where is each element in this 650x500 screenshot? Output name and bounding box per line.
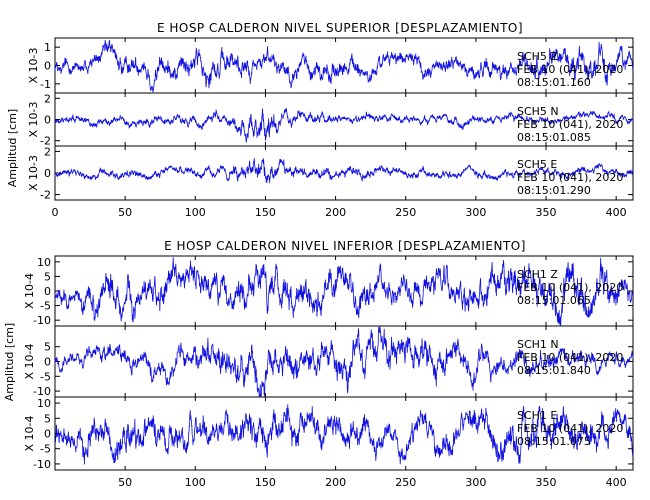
y-tick-label: 0 [44,285,51,298]
station-annotation: FEB 10 (041), 2020 [517,351,623,364]
upper-x-axis: 0 50 100 150 200 250 300 350 400 [52,206,627,219]
y-tick-label: -10 [33,385,51,398]
unit-label: X 10-3 [27,102,40,138]
x-tick-label: 350 [536,206,557,219]
y-tick-label: 1 [44,41,51,54]
unit-label: X 10-4 [23,273,36,309]
station-annotation: SCH1 E [517,409,557,422]
x-tick-label: 250 [395,476,416,489]
waveform-trace [54,326,634,397]
x-tick-label: 300 [465,476,486,489]
station-annotation: FEB 10 (041), 2020 [517,422,623,435]
station-annotation: SCH5 Z [517,50,558,63]
x-tick-label: 50 [118,206,132,219]
waveform-trace [54,157,634,184]
x-tick-label: 350 [536,476,557,489]
y-tick-label: 0 [44,114,51,127]
unit-label: X 10-3 [27,48,40,84]
lower-y-axis-label: Amplitud [cm] [3,323,16,401]
y-tick-label: 0 [44,356,51,369]
y-tick-label: 5 [44,341,51,354]
waveform-trace [54,404,634,465]
station-annotation: SCH5 N [517,105,559,118]
lower-x-axis: 50 100 150 200 250 300 350 400 [118,476,627,489]
y-tick-label: 0 [44,60,51,73]
x-tick-label: 100 [185,206,206,219]
station-annotation: 08:15:01.085 [517,131,591,144]
y-tick-label: 5 [44,270,51,283]
unit-label: X 10-3 [27,155,40,191]
x-tick-label: 150 [255,206,276,219]
x-tick-label: 200 [325,206,346,219]
station-annotation: 08:15:01.075 [517,435,591,448]
x-tick-label: 250 [395,206,416,219]
lower-title: E HOSP CALDERON NIVEL INFERIOR [DESPLAZA… [164,239,526,253]
y-tick-label: -1 [40,78,51,91]
station-annotation: SCH5 E [517,158,557,171]
upper-title: E HOSP CALDERON NIVEL SUPERIOR [DESPLAZA… [157,21,523,35]
x-tick-label: 400 [606,476,627,489]
station-annotation: FEB 10 (041), 2020 [517,63,623,76]
station-annotation: 08:15:01.160 [517,76,591,89]
waveform-trace [54,108,634,143]
station-annotation: 08:15:01.065 [517,294,591,307]
y-tick-label: 2 [44,145,51,158]
y-tick-label: -10 [33,458,51,471]
station-annotation: FEB 10 (041), 2020 [517,281,623,294]
x-tick-label: 150 [255,476,276,489]
y-tick-label: 0 [44,167,51,180]
y-tick-label: 10 [37,397,51,410]
waveform-trace [54,257,634,326]
y-tick-label: -5 [40,300,51,313]
y-tick-label: -5 [40,370,51,383]
y-tick-label: -5 [40,443,51,456]
station-annotation: FEB 10 (041), 2020 [517,118,623,131]
station-annotation: SCH1 Z [517,268,558,281]
station-annotation: 08:15:01.840 [517,364,591,377]
x-tick-label: 100 [185,476,206,489]
y-tick-label: 10 [37,256,51,269]
upper-y-axis-label: Amplitud [cm] [6,109,19,187]
y-tick-label: 0 [44,428,51,441]
y-tick-label: -10 [33,314,51,327]
y-tick-label: -2 [40,135,51,148]
unit-label: X 10-4 [23,416,36,452]
y-tick-label: 5 [44,412,51,425]
waveform-trace [54,39,634,93]
station-annotation: FEB 10 (041), 2020 [517,171,623,184]
x-tick-label: 0 [52,206,59,219]
station-annotation: SCH1 N [517,338,559,351]
y-tick-label: 2 [44,92,51,105]
station-annotation: 08:15:01.290 [517,184,591,197]
unit-label: X 10-4 [23,344,36,380]
y-tick-label: -2 [40,189,51,202]
x-tick-label: 50 [118,476,132,489]
x-tick-label: 300 [465,206,486,219]
x-tick-label: 200 [325,476,346,489]
x-tick-label: 400 [606,206,627,219]
